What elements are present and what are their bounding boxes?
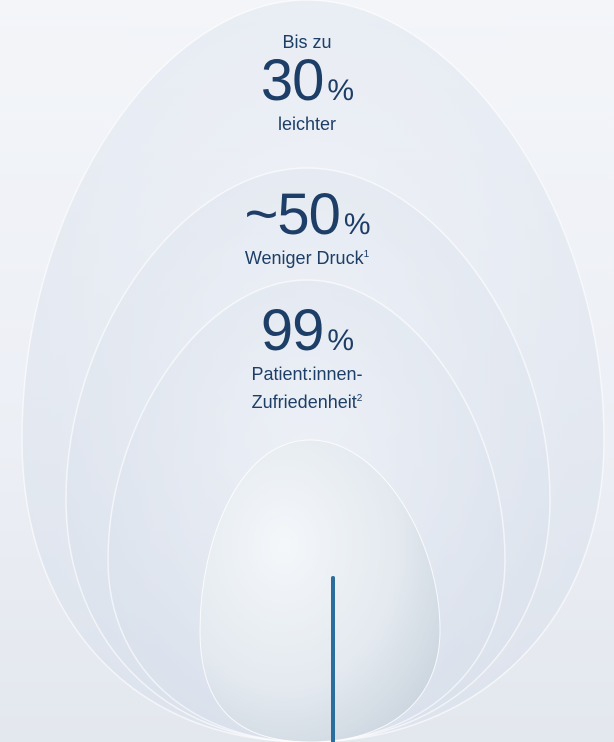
stat-pressure-percent: % bbox=[343, 208, 371, 241]
stat-satisfaction-footnote: 2 bbox=[356, 393, 363, 405]
stat-pressure-value: ~50% bbox=[0, 186, 614, 244]
stat-satisfaction-caption-line2: Zufriedenheit bbox=[251, 392, 357, 413]
stat-lighter-percent: % bbox=[327, 74, 354, 108]
stat-pressure-footnote: 1 bbox=[363, 249, 370, 260]
stat-satisfaction-caption-line1: Patient:innen- bbox=[251, 364, 363, 384]
stat-satisfaction: 99% Patient:innen- Zufriedenheit2 bbox=[0, 302, 614, 415]
product-egg-icon bbox=[199, 439, 441, 742]
stat-lighter-number: 30 bbox=[260, 48, 325, 114]
stat-pressure-caption: Weniger Druck1 bbox=[0, 246, 614, 270]
stat-satisfaction-caption-line2-wrap: Zufriedenheit2 bbox=[0, 390, 614, 414]
stat-lighter: Bis zu 30% leichter bbox=[0, 30, 614, 137]
stat-satisfaction-percent: % bbox=[327, 324, 354, 357]
stat-pressure-caption-text: Weniger Druck bbox=[244, 248, 364, 268]
stat-satisfaction-value: 99% bbox=[0, 302, 614, 360]
stat-pressure-number: ~50 bbox=[244, 182, 340, 247]
stat-pressure: ~50% Weniger Druck1 bbox=[0, 186, 614, 270]
stat-satisfaction-number: 99 bbox=[260, 298, 325, 363]
stat-lighter-caption: leichter bbox=[277, 114, 337, 135]
stat-lighter-value: 30% bbox=[0, 52, 614, 110]
stat-lighter-prefix: Bis zu bbox=[282, 32, 332, 52]
